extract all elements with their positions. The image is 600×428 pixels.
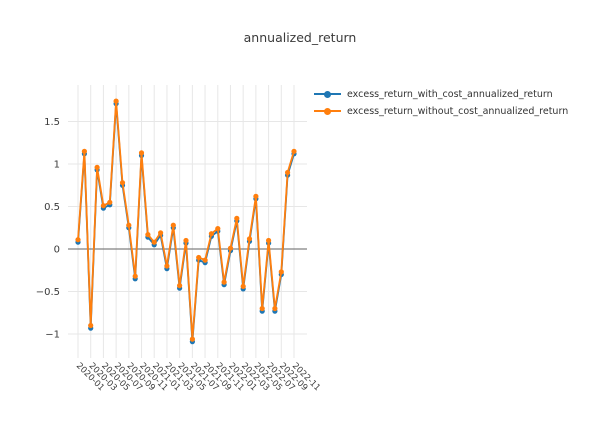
data-point [107, 199, 113, 205]
legend-label-with-cost: excess_return_with_cost_annualized_retur… [347, 88, 553, 100]
y-tick-label: −1 [45, 330, 60, 341]
y-tick-label: 0 [54, 245, 60, 256]
legend-item-with-cost: excess_return_with_cost_annualized_retur… [314, 87, 568, 101]
x-tick-labels: 2020-012020-032020-052020-072020-092020-… [74, 361, 322, 393]
data-point [183, 237, 189, 244]
data-point [221, 279, 227, 285]
data-point [164, 263, 170, 269]
y-tick-label: 1.5 [44, 117, 60, 128]
data-point [272, 305, 278, 312]
data-point [132, 273, 138, 279]
data-point [253, 193, 259, 199]
data-point [208, 231, 214, 237]
legend-dot-without-cost [324, 107, 331, 115]
legend-line-marker-icon [314, 104, 341, 118]
legend-label-without-cost: excess_return_without_cost_annualized_re… [347, 105, 569, 117]
data-point [177, 283, 183, 289]
data-point [119, 180, 126, 186]
data-point [151, 239, 157, 245]
legend: excess_return_with_cost_annualized_retur… [314, 87, 568, 118]
data-point [145, 232, 151, 238]
series-without-cost [75, 98, 297, 342]
legend-line-marker-icon [314, 87, 341, 101]
data-point [202, 257, 208, 263]
data-point [246, 236, 253, 242]
data-point [94, 164, 100, 170]
data-point [88, 322, 94, 329]
data-point [215, 226, 221, 232]
data-point [170, 222, 176, 228]
data-point [259, 305, 265, 312]
legend-dot-with-cost [324, 90, 331, 98]
y-tick-label: 1 [54, 160, 60, 171]
data-point [81, 148, 87, 154]
data-point [278, 269, 284, 275]
y-tick-label: 0.5 [44, 202, 60, 213]
data-point [285, 169, 291, 176]
data-point [240, 283, 246, 289]
data-point [234, 215, 240, 221]
legend-item-without-cost: excess_return_without_cost_annualized_re… [314, 104, 568, 118]
data-point [158, 230, 164, 236]
y-tick-labels: −1 −0.5 0 0.5 1 1.5 [36, 117, 60, 341]
data-point [266, 237, 272, 244]
data-point [291, 148, 297, 154]
data-point [138, 150, 145, 156]
chart-title: annualized_return [243, 30, 357, 45]
data-point [113, 98, 119, 104]
series-line [77, 100, 295, 341]
x-gridlines [77, 85, 295, 358]
data-point [100, 203, 106, 209]
y-tick-label: −0.5 [36, 287, 60, 298]
data-point [196, 254, 202, 261]
data-point [75, 237, 81, 243]
data-point [126, 222, 132, 228]
data-point [227, 245, 234, 251]
data-point [189, 336, 195, 342]
